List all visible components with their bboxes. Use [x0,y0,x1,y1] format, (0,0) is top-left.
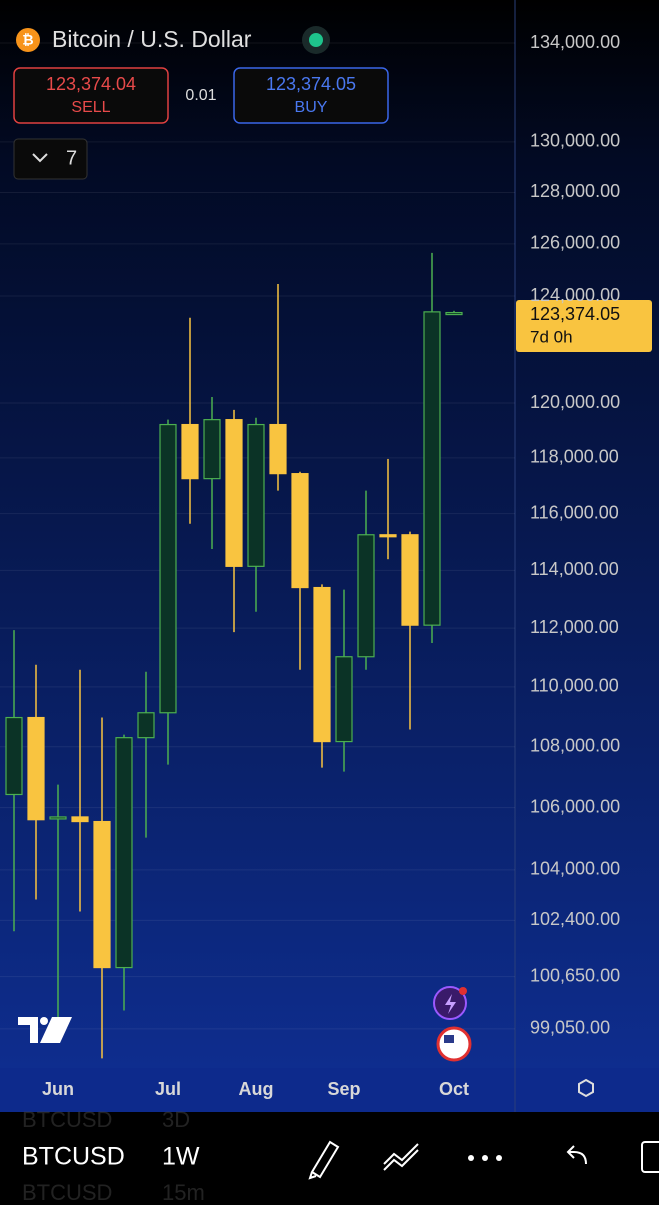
fullscreen-icon[interactable] [641,1141,659,1173]
bottom-toolbar [0,1112,659,1200]
y-tick-label: 108,000.00 [530,735,620,755]
bolt-glyph [445,994,456,1014]
y-tick-label: 112,000.00 [530,617,619,637]
time-axis [0,1068,659,1112]
candle-body [423,311,441,626]
spread: 0.01 [185,87,216,104]
collapse-count: 7 [66,147,77,169]
y-tick-label: 102,400.00 [530,909,620,929]
flag-icon[interactable] [436,1026,472,1062]
indicators-icon[interactable] [383,1143,419,1171]
bitcoin-icon [16,28,40,52]
candle-body [5,716,23,796]
y-tick-label: 110,000.00 [530,676,619,696]
x-tick-label: Jul [155,1079,181,1099]
candle-body [115,737,133,969]
y-tick-label: 99,050.00 [530,1018,610,1038]
notification-dot [459,987,467,995]
y-tick-label: 118,000.00 [530,447,619,467]
y-tick-label: 124,000.00 [530,285,620,305]
bitcoin-icon-glyph: ₿ [22,32,33,48]
candles [5,252,463,1059]
candle-body [313,586,331,743]
draw-tool-icon[interactable] [308,1140,340,1180]
candle-body [225,419,243,567]
price-tag-value: 123,374.05 [530,304,620,324]
candle-body [49,816,67,820]
candle-body [247,423,265,567]
symbol-button[interactable]: BTCUSD [22,1143,125,1171]
buy-label: BUY [295,99,328,116]
market-open-dot [309,33,323,47]
candle-body [269,423,287,475]
candle-body [27,716,45,821]
buy-button[interactable] [233,67,389,124]
y-tick-label: 106,000.00 [530,796,620,816]
x-tick-label: Aug [239,1079,274,1099]
y-tick-label: 120,000.00 [530,392,620,412]
y-tick-label: 100,650.00 [530,965,620,985]
candle-body [357,534,375,658]
buy-price: 123,374.05 [266,74,356,94]
candle-body [137,712,155,739]
candle-body [379,534,397,538]
next-interval: 15m [162,1180,205,1200]
more-icon[interactable] [468,1155,502,1161]
sell-label: SELL [71,99,110,116]
interval-button[interactable]: 1W [162,1143,200,1171]
candle-body [335,656,353,743]
candle-body [71,816,89,823]
prev-interval: 3D [162,1107,190,1132]
x-tick-label: Sep [327,1079,360,1099]
y-tick-label: 114,000.00 [530,559,619,579]
tv-logo [18,1017,72,1043]
prev-symbol: BTCUSD [22,1107,112,1132]
y-tick-label: 134,000.00 [530,32,620,52]
price-tag [516,300,652,352]
collapse-button[interactable] [13,138,88,180]
y-tick-label: 126,000.00 [530,233,620,253]
candle-body [401,534,419,626]
candle-body [181,423,199,480]
candle-body [203,419,221,480]
candle-body [291,473,309,589]
y-tick-label: 116,000.00 [530,502,619,522]
settings-icon[interactable] [578,1078,594,1098]
undo-icon[interactable] [566,1145,587,1165]
candle-body [445,311,463,316]
x-tick-label: Jun [42,1079,74,1099]
y-tick-label: 104,000.00 [530,859,620,879]
flag-canton [444,1035,454,1043]
y-tick-label: 128,000.00 [530,181,620,201]
symbol-title: Bitcoin / U.S. Dollar [52,26,252,52]
price-tag-timer: 7d 0h [530,327,573,346]
candle-body [93,820,111,969]
sell-button[interactable] [13,67,169,124]
next-symbol: BTCUSD [22,1180,112,1200]
chevron-icon [32,153,48,163]
x-tick-label: Oct [439,1079,469,1099]
y-tick-label: 130,000.00 [530,131,620,151]
sell-price: 123,374.04 [46,74,136,94]
candle-body [159,423,177,714]
